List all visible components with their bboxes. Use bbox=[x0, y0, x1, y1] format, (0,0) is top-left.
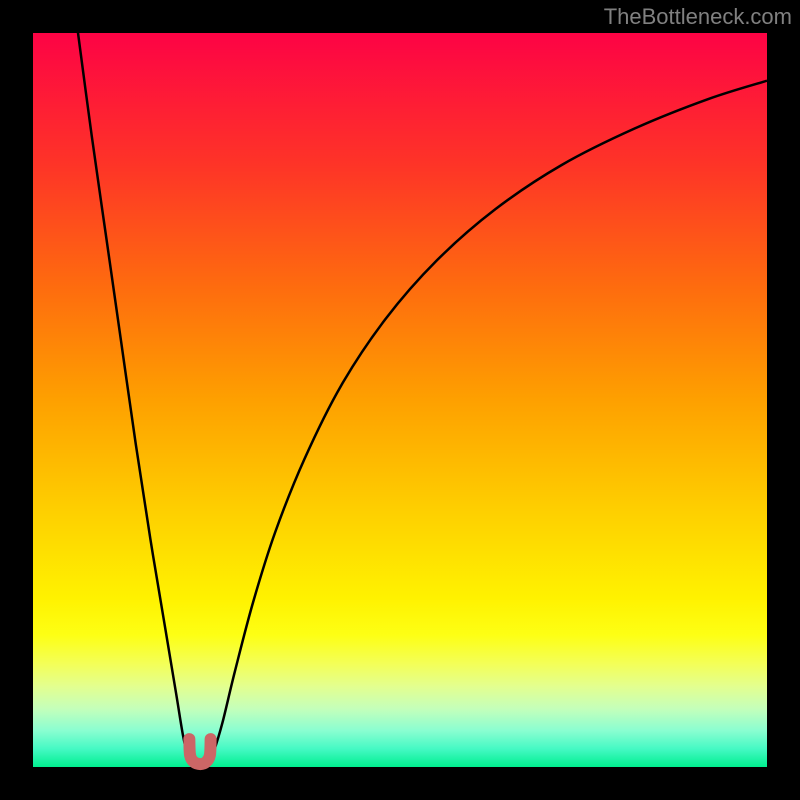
plot-background bbox=[33, 33, 767, 767]
bottleneck-chart bbox=[0, 0, 800, 800]
watermark-label: TheBottleneck.com bbox=[604, 4, 792, 30]
chart-container: TheBottleneck.com bbox=[0, 0, 800, 800]
